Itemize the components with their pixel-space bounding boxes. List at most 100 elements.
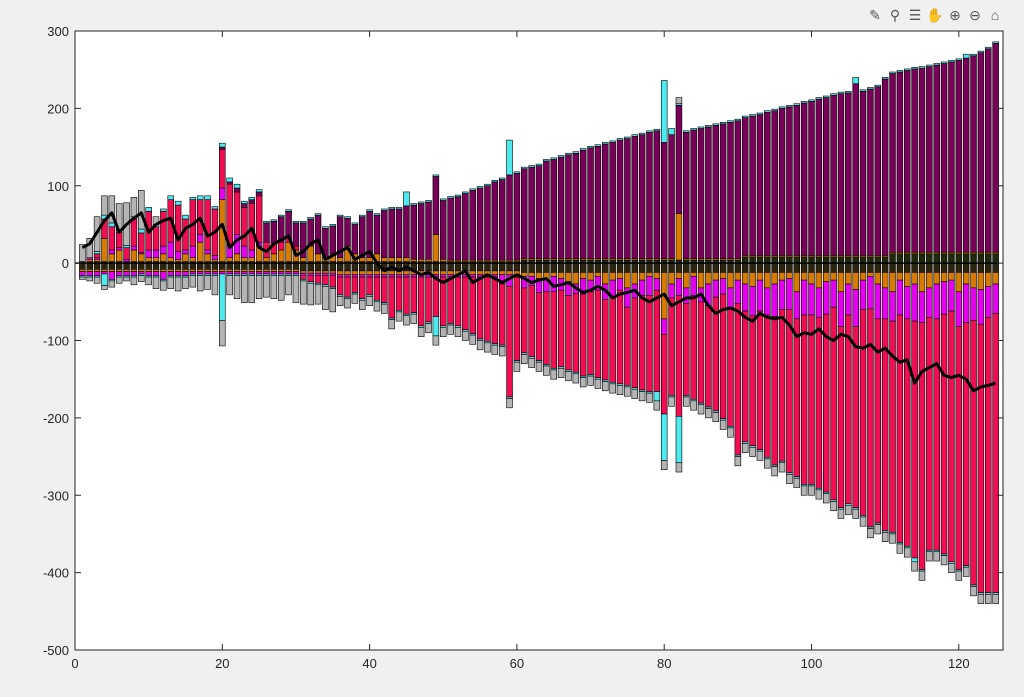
bar-pos-series5-x61	[521, 166, 528, 170]
bar-neg-series0-x28	[277, 262, 285, 270]
bar-neg-series2-x125	[992, 283, 999, 314]
bar-pos-series5-x63	[535, 163, 543, 166]
bar-pos-series5-x119	[948, 60, 955, 63]
bar-neg-series1-x51	[447, 270, 454, 276]
bar-neg-series0-x27	[270, 262, 278, 270]
bar-neg-series5-x18	[204, 275, 211, 290]
bar-neg-series3-x84	[690, 295, 697, 400]
bar-neg-series3-x67	[565, 295, 572, 371]
bar-pos-series5-x80	[660, 80, 668, 143]
bar-neg-series0-x33	[314, 262, 322, 272]
bar-neg-series0-x70	[587, 262, 594, 273]
bar-pos-series1-x42	[381, 257, 388, 262]
bar-pos-series4-x27	[270, 221, 278, 243]
bar-neg-series3-x52	[454, 276, 462, 327]
bar-neg-series0-x55	[476, 262, 484, 272]
bar-neg-series2-x101	[815, 287, 823, 318]
bar-pos-series5-x85	[697, 126, 705, 129]
bar-neg-series0-x62	[528, 262, 535, 273]
bar-neg-series3-x94	[764, 314, 771, 458]
bar-pos-series1-x9	[138, 253, 145, 262]
bar-pos-series4-x49	[432, 176, 440, 235]
bar-neg-series2-x25	[255, 271, 263, 275]
bar-neg-series1-x113	[904, 272, 911, 287]
bar-pos-series5-x43	[388, 207, 395, 210]
bar-neg-series0-x61	[521, 262, 528, 273]
bar-neg-series3-x82	[675, 295, 683, 417]
bar-neg-series1-x36	[336, 270, 344, 276]
bar-pos-series4-x91	[741, 117, 749, 256]
bar-neg-series1-x93	[756, 272, 764, 281]
bar-neg-series3-x119	[948, 310, 955, 563]
bar-neg-series2-x1	[79, 271, 86, 276]
bar-neg-series0-x85	[697, 262, 705, 273]
bar-neg-series0-x21	[226, 262, 233, 270]
bar-neg-series5-x67	[565, 371, 572, 382]
bar-pos-series2-x11	[152, 249, 160, 259]
bar-pos-series1-x32	[307, 245, 314, 262]
bar-neg-series5-x25	[255, 275, 263, 300]
bar-pos-series5-x16	[189, 197, 197, 200]
bar-neg-series2-x5	[108, 271, 116, 280]
bar-pos-series4-x124	[985, 48, 992, 253]
bar-neg-series1-x49	[432, 270, 440, 276]
pan-hand-icon[interactable]: ✋	[926, 6, 944, 23]
bar-neg-series1-x106	[852, 272, 859, 290]
bar-neg-series3-x117	[933, 318, 940, 551]
bar-neg-series5-x112	[896, 543, 904, 554]
bar-neg-series2-x106	[852, 289, 859, 327]
bar-neg-series0-x117	[933, 262, 940, 273]
bar-pos-series2-x16	[189, 245, 197, 259]
bar-pos-series4-x48	[425, 201, 432, 260]
bar-neg-series2-x12	[160, 271, 167, 280]
bar-pos-series1-x31	[300, 257, 307, 262]
bar-neg-series1-x118	[940, 272, 948, 282]
bar-pos-series4-x44	[395, 208, 403, 259]
bar-pos-series2-x8	[130, 245, 138, 251]
bar-neg-series0-x9	[138, 262, 145, 270]
bar-neg-series3-x68	[572, 293, 580, 373]
bar-neg-series2-x88	[719, 278, 727, 295]
x-tick-label: 100	[801, 656, 823, 671]
bar-pos-series1-x6	[115, 249, 123, 262]
bar-pos-series5-x29	[285, 209, 292, 212]
bar-pos-series0-x95	[771, 256, 778, 264]
bar-pos-series0-x112	[896, 253, 904, 264]
bar-pos-series2-x20	[219, 187, 226, 200]
bar-neg-series0-x105	[845, 262, 852, 273]
bar-neg-series0-x59	[506, 262, 513, 272]
zoom-out-icon[interactable]: ⊖	[969, 6, 981, 23]
bar-neg-series2-x13	[167, 271, 174, 276]
bar-neg-series1-x110	[881, 272, 889, 289]
bar-neg-series3-x85	[697, 301, 705, 404]
y-tick-label: -100	[43, 334, 69, 349]
bar-neg-series5-x35	[329, 288, 337, 313]
bar-pos-series5-x103	[830, 93, 837, 96]
bar-pos-series3-x18	[204, 199, 211, 251]
bar-pos-series0-x123	[977, 253, 985, 264]
bar-pos-series5-x58	[498, 177, 506, 180]
data-tips-icon[interactable]: ⚲	[889, 6, 901, 23]
bar-pos-series4-x82	[675, 104, 683, 214]
bar-neg-series5-x106	[852, 508, 859, 519]
bar-neg-series3-x116	[926, 316, 933, 551]
brush-data-icon[interactable]: ✎	[869, 6, 881, 23]
bar-neg-series3-x63	[535, 292, 543, 361]
bar-neg-series5-x31	[300, 280, 307, 305]
bar-neg-series1-x107	[859, 272, 867, 281]
bar-pos-series5-x108	[867, 87, 874, 90]
zoom-in-icon[interactable]: ⊕	[949, 6, 961, 23]
bar-pos-series5-x26	[263, 221, 270, 224]
bar-neg-series0-x40	[366, 262, 373, 272]
legend-icon[interactable]: ☰	[908, 6, 922, 23]
bar-neg-series0-x123	[977, 262, 985, 273]
bar-neg-series5-x120	[955, 570, 963, 581]
bar-neg-series0-x14	[174, 262, 182, 270]
bar-pos-series4-x81	[668, 134, 675, 259]
bar-pos-series5-x123	[977, 50, 985, 53]
bar-pos-series5-x41	[373, 213, 381, 216]
bar-pos-series5-x22	[233, 183, 241, 189]
home-restore-icon[interactable]: ⌂	[990, 7, 1000, 23]
bar-pos-series4-x57	[491, 181, 499, 261]
bar-neg-series1-x99	[800, 272, 808, 281]
